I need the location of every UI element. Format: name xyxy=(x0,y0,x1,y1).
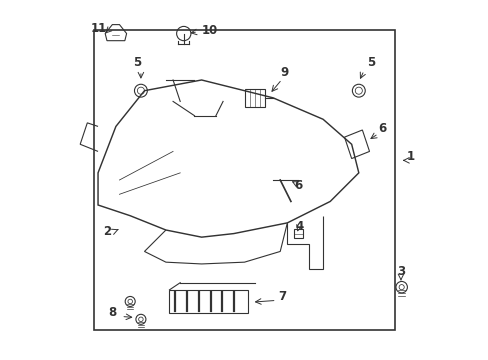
Text: 10: 10 xyxy=(201,24,218,37)
Text: 8: 8 xyxy=(108,306,116,319)
Text: 6: 6 xyxy=(293,179,302,192)
Text: 9: 9 xyxy=(280,66,288,80)
Text: 5: 5 xyxy=(133,56,141,69)
Text: 6: 6 xyxy=(378,122,386,135)
Text: 11: 11 xyxy=(91,22,107,35)
Bar xyxy=(293,229,302,238)
Text: 3: 3 xyxy=(396,265,404,278)
Text: 4: 4 xyxy=(295,220,304,233)
Bar xyxy=(94,30,394,330)
Bar xyxy=(169,290,247,313)
Text: 5: 5 xyxy=(366,56,375,69)
Text: 1: 1 xyxy=(406,150,414,163)
Text: 2: 2 xyxy=(102,225,111,238)
Text: 7: 7 xyxy=(278,290,286,303)
